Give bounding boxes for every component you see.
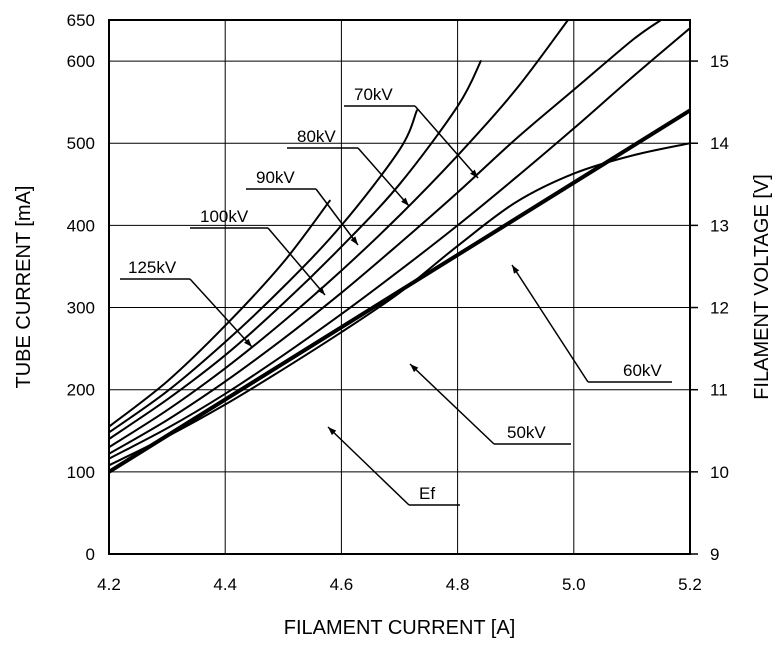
y-tick-label: 200	[67, 381, 95, 400]
callout-arrowhead-100kv	[317, 286, 325, 295]
callout-arrowhead-60kv	[512, 265, 520, 274]
y-tick-label: 500	[67, 134, 95, 153]
callout-leader-100kv	[267, 227, 326, 296]
y2-tick-label: 13	[710, 216, 729, 235]
series-line-80kv	[109, 20, 569, 449]
series-label-125kv: 125kV	[128, 258, 177, 277]
callout-leader-50kv	[409, 363, 495, 445]
callout-arrowhead-70kv	[470, 169, 478, 178]
callout-leader-90kv	[315, 188, 359, 246]
series-line-70kv	[109, 20, 662, 455]
callout-arrowhead-50kv	[410, 364, 419, 373]
series-line-90kv	[109, 60, 482, 440]
x-tick-label: 5.2	[678, 575, 702, 594]
callout-arrowhead-ef	[328, 427, 337, 436]
series-label-60kv: 60kV	[623, 361, 662, 380]
x-tick-label: 4.4	[213, 575, 237, 594]
y-axis-title: TUBE CURRENT [mA]	[13, 186, 35, 389]
series-label-90kv: 90kV	[256, 168, 295, 187]
y-tick-label: 100	[67, 463, 95, 482]
tick-labels: 4.2 4.4 4.6 4.8 5.0 5.2 0 100 200 300 400 500 600 650…	[67, 11, 729, 594]
callout-arrowhead-125kv	[244, 338, 252, 347]
series-line-125kv	[109, 199, 331, 428]
x-tick-label: 4.2	[97, 575, 121, 594]
callout-arrowhead-90kv	[350, 236, 358, 245]
x-tick-label: 4.8	[446, 575, 470, 594]
y-tick-label: 0	[86, 545, 95, 564]
x-tick-label: 4.6	[330, 575, 354, 594]
series-label-80kv: 80kV	[297, 127, 336, 146]
callout-leader-ef	[327, 426, 410, 506]
y2-tick-label: 12	[710, 299, 729, 318]
callout-leader-125kv	[189, 278, 253, 348]
y-tick-label: 650	[67, 11, 95, 30]
y2-tick-label: 9	[710, 545, 719, 564]
series-line-100kv	[109, 109, 418, 434]
series-lines	[109, 20, 690, 474]
series-label-70kv: 70kV	[354, 85, 393, 104]
x-axis-title: FILAMENT CURRENT [A]	[284, 617, 516, 639]
y2-tick-label: 10	[710, 463, 729, 482]
callout-leader-60kv	[511, 264, 589, 383]
callout-leader-70kv	[414, 105, 479, 179]
y2-axis-title: FILAMENT VOLTAGE [V]	[751, 174, 773, 400]
y2-tick-label: 14	[710, 134, 729, 153]
plot-frame	[108, 19, 691, 555]
series-line-ef	[109, 108, 690, 474]
series-label-ef: Ef	[419, 484, 435, 503]
y2-tick-label: 11	[710, 381, 728, 400]
x-tick-label: 5.0	[562, 575, 586, 594]
y2-tick-label: 15	[710, 52, 729, 71]
series-label-100kv: 100kV	[200, 207, 249, 226]
y-tick-label: 300	[67, 299, 95, 318]
series-line-60kv	[109, 27, 690, 460]
callout-leader-80kv	[357, 147, 410, 207]
y-tick-label: 400	[67, 216, 95, 235]
series-label-50kv: 50kV	[507, 423, 546, 442]
series-callouts: 125kV 100kV 90kV 80kV 70kV 60kV 50kV Ef	[120, 85, 672, 506]
y-tick-label: 600	[67, 52, 95, 71]
grid	[109, 20, 690, 554]
callout-arrowhead-80kv	[401, 197, 409, 206]
